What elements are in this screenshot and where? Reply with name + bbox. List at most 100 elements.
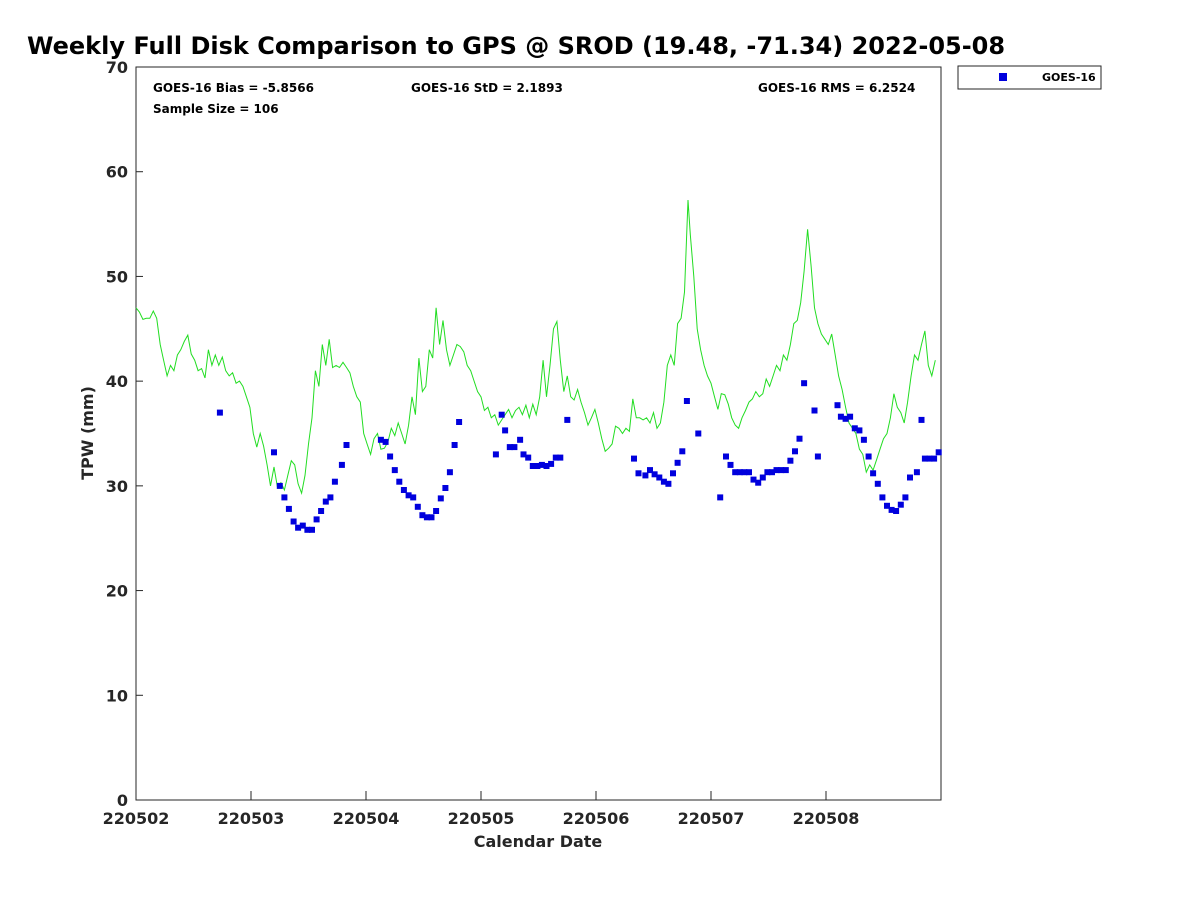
goes-point-105 <box>926 455 933 462</box>
goes-point-30 <box>437 495 444 502</box>
goes-point-58 <box>665 480 672 487</box>
goes-point-34 <box>456 419 463 425</box>
goes-point-91 <box>860 436 867 443</box>
goes-point-19 <box>387 453 394 460</box>
goes-point-99 <box>897 501 904 508</box>
goes-point-31 <box>442 485 449 491</box>
goes-point-8 <box>304 526 311 533</box>
goes-point-29 <box>433 508 440 514</box>
goes-point-28 <box>428 514 435 521</box>
goes-point-97 <box>888 506 895 513</box>
chart-title: Weekly Full Disk Comparison to GPS @ SRO… <box>27 32 1005 60</box>
goes-point-87 <box>842 415 849 422</box>
x-tick-label-5: 220507 <box>678 809 745 828</box>
goes-point-86 <box>837 413 844 420</box>
goes-point-103 <box>918 416 925 423</box>
goes-point-96 <box>884 502 890 509</box>
gps-series-line <box>135 199 936 496</box>
x-tick-label-4: 220506 <box>563 809 630 828</box>
goes-point-2 <box>276 482 283 489</box>
goes-point-61 <box>679 448 686 455</box>
goes-point-83 <box>811 407 818 414</box>
goes-point-16 <box>343 442 350 448</box>
goes-point-90 <box>856 427 863 434</box>
goes-point-68 <box>736 469 743 476</box>
goes-point-70 <box>746 469 752 476</box>
goes-point-32 <box>446 469 453 476</box>
goes-point-33 <box>451 442 458 448</box>
goes-point-36 <box>498 411 505 418</box>
goes-point-49 <box>557 454 564 461</box>
goes-point-93 <box>870 470 877 477</box>
goes-point-59 <box>670 470 676 477</box>
goes-point-50 <box>564 416 571 423</box>
goes-point-23 <box>405 492 412 499</box>
goes-point-0 <box>216 409 223 416</box>
goes-point-25 <box>414 503 421 510</box>
goes-point-67 <box>732 469 739 476</box>
goes-point-79 <box>787 457 794 464</box>
x-tick-label-3: 220505 <box>448 809 515 828</box>
goes-point-7 <box>299 522 306 529</box>
y-tick-label-3: 30 <box>106 477 128 496</box>
plot-frame <box>135 66 942 801</box>
goes-point-12 <box>322 498 329 505</box>
y-tick-label-4: 40 <box>106 372 128 391</box>
goes-point-94 <box>874 480 881 487</box>
x-tick-label-1: 220503 <box>218 809 285 828</box>
goes-point-73 <box>759 474 766 481</box>
x-axis: 220502 220503 220504 220505 220506 220507 2205… <box>103 791 859 828</box>
goes-point-107 <box>935 449 942 456</box>
legend-box <box>957 65 1102 90</box>
goes-point-57 <box>660 478 667 485</box>
rms-stat: GOES-16 RMS = 6.2524 <box>758 81 915 95</box>
goes-point-55 <box>651 471 658 478</box>
goes-point-18 <box>382 438 389 445</box>
y-tick-label-6: 60 <box>106 163 128 182</box>
goes-point-53 <box>642 472 649 479</box>
goes-point-45 <box>538 461 545 468</box>
goes-point-81 <box>796 435 803 442</box>
x-axis-label: Calendar Date <box>474 832 603 851</box>
goes-point-14 <box>331 478 338 485</box>
goes-point-54 <box>647 467 653 474</box>
goes-point-1 <box>271 449 277 456</box>
goes-point-66 <box>727 461 734 468</box>
goes-point-56 <box>656 474 663 481</box>
goes-point-104 <box>921 455 928 462</box>
goes-point-89 <box>851 425 858 432</box>
goes-point-6 <box>295 524 302 531</box>
goes-point-102 <box>913 469 920 476</box>
goes-point-60 <box>674 459 681 466</box>
goes-point-20 <box>391 467 398 474</box>
plot-area: 0 10 20 30 40 50 60 70 220502 220503 220504 220505… <box>103 58 942 828</box>
goes-point-15 <box>338 461 345 468</box>
goes-point-92 <box>865 453 872 460</box>
std-stat: GOES-16 StD = 2.1893 <box>411 81 563 95</box>
goes-point-72 <box>755 479 762 486</box>
goes-point-13 <box>327 494 334 501</box>
goes-point-40 <box>517 436 524 443</box>
y-tick-label-5: 50 <box>106 267 128 286</box>
goes-point-74 <box>764 469 771 476</box>
goes-point-4 <box>285 505 292 512</box>
legend-marker <box>999 73 1007 81</box>
goes-point-63 <box>695 430 702 437</box>
y-tick-label-2: 20 <box>106 582 128 601</box>
goes-point-5 <box>290 518 297 525</box>
goes-point-84 <box>814 453 821 460</box>
goes-point-71 <box>750 476 757 483</box>
goes-point-46 <box>543 463 550 469</box>
goes-point-35 <box>492 451 499 458</box>
y-tick-label-1: 10 <box>106 686 128 705</box>
goes-point-47 <box>548 460 555 467</box>
goes-point-26 <box>419 512 426 519</box>
goes-point-51 <box>631 455 637 462</box>
legend-label: GOES-16 <box>1042 71 1096 84</box>
x-tick-label-0: 220502 <box>103 809 170 828</box>
goes-point-75 <box>769 469 775 476</box>
goes-point-80 <box>792 448 798 455</box>
goes-point-76 <box>773 467 780 474</box>
goes-point-88 <box>847 413 854 420</box>
